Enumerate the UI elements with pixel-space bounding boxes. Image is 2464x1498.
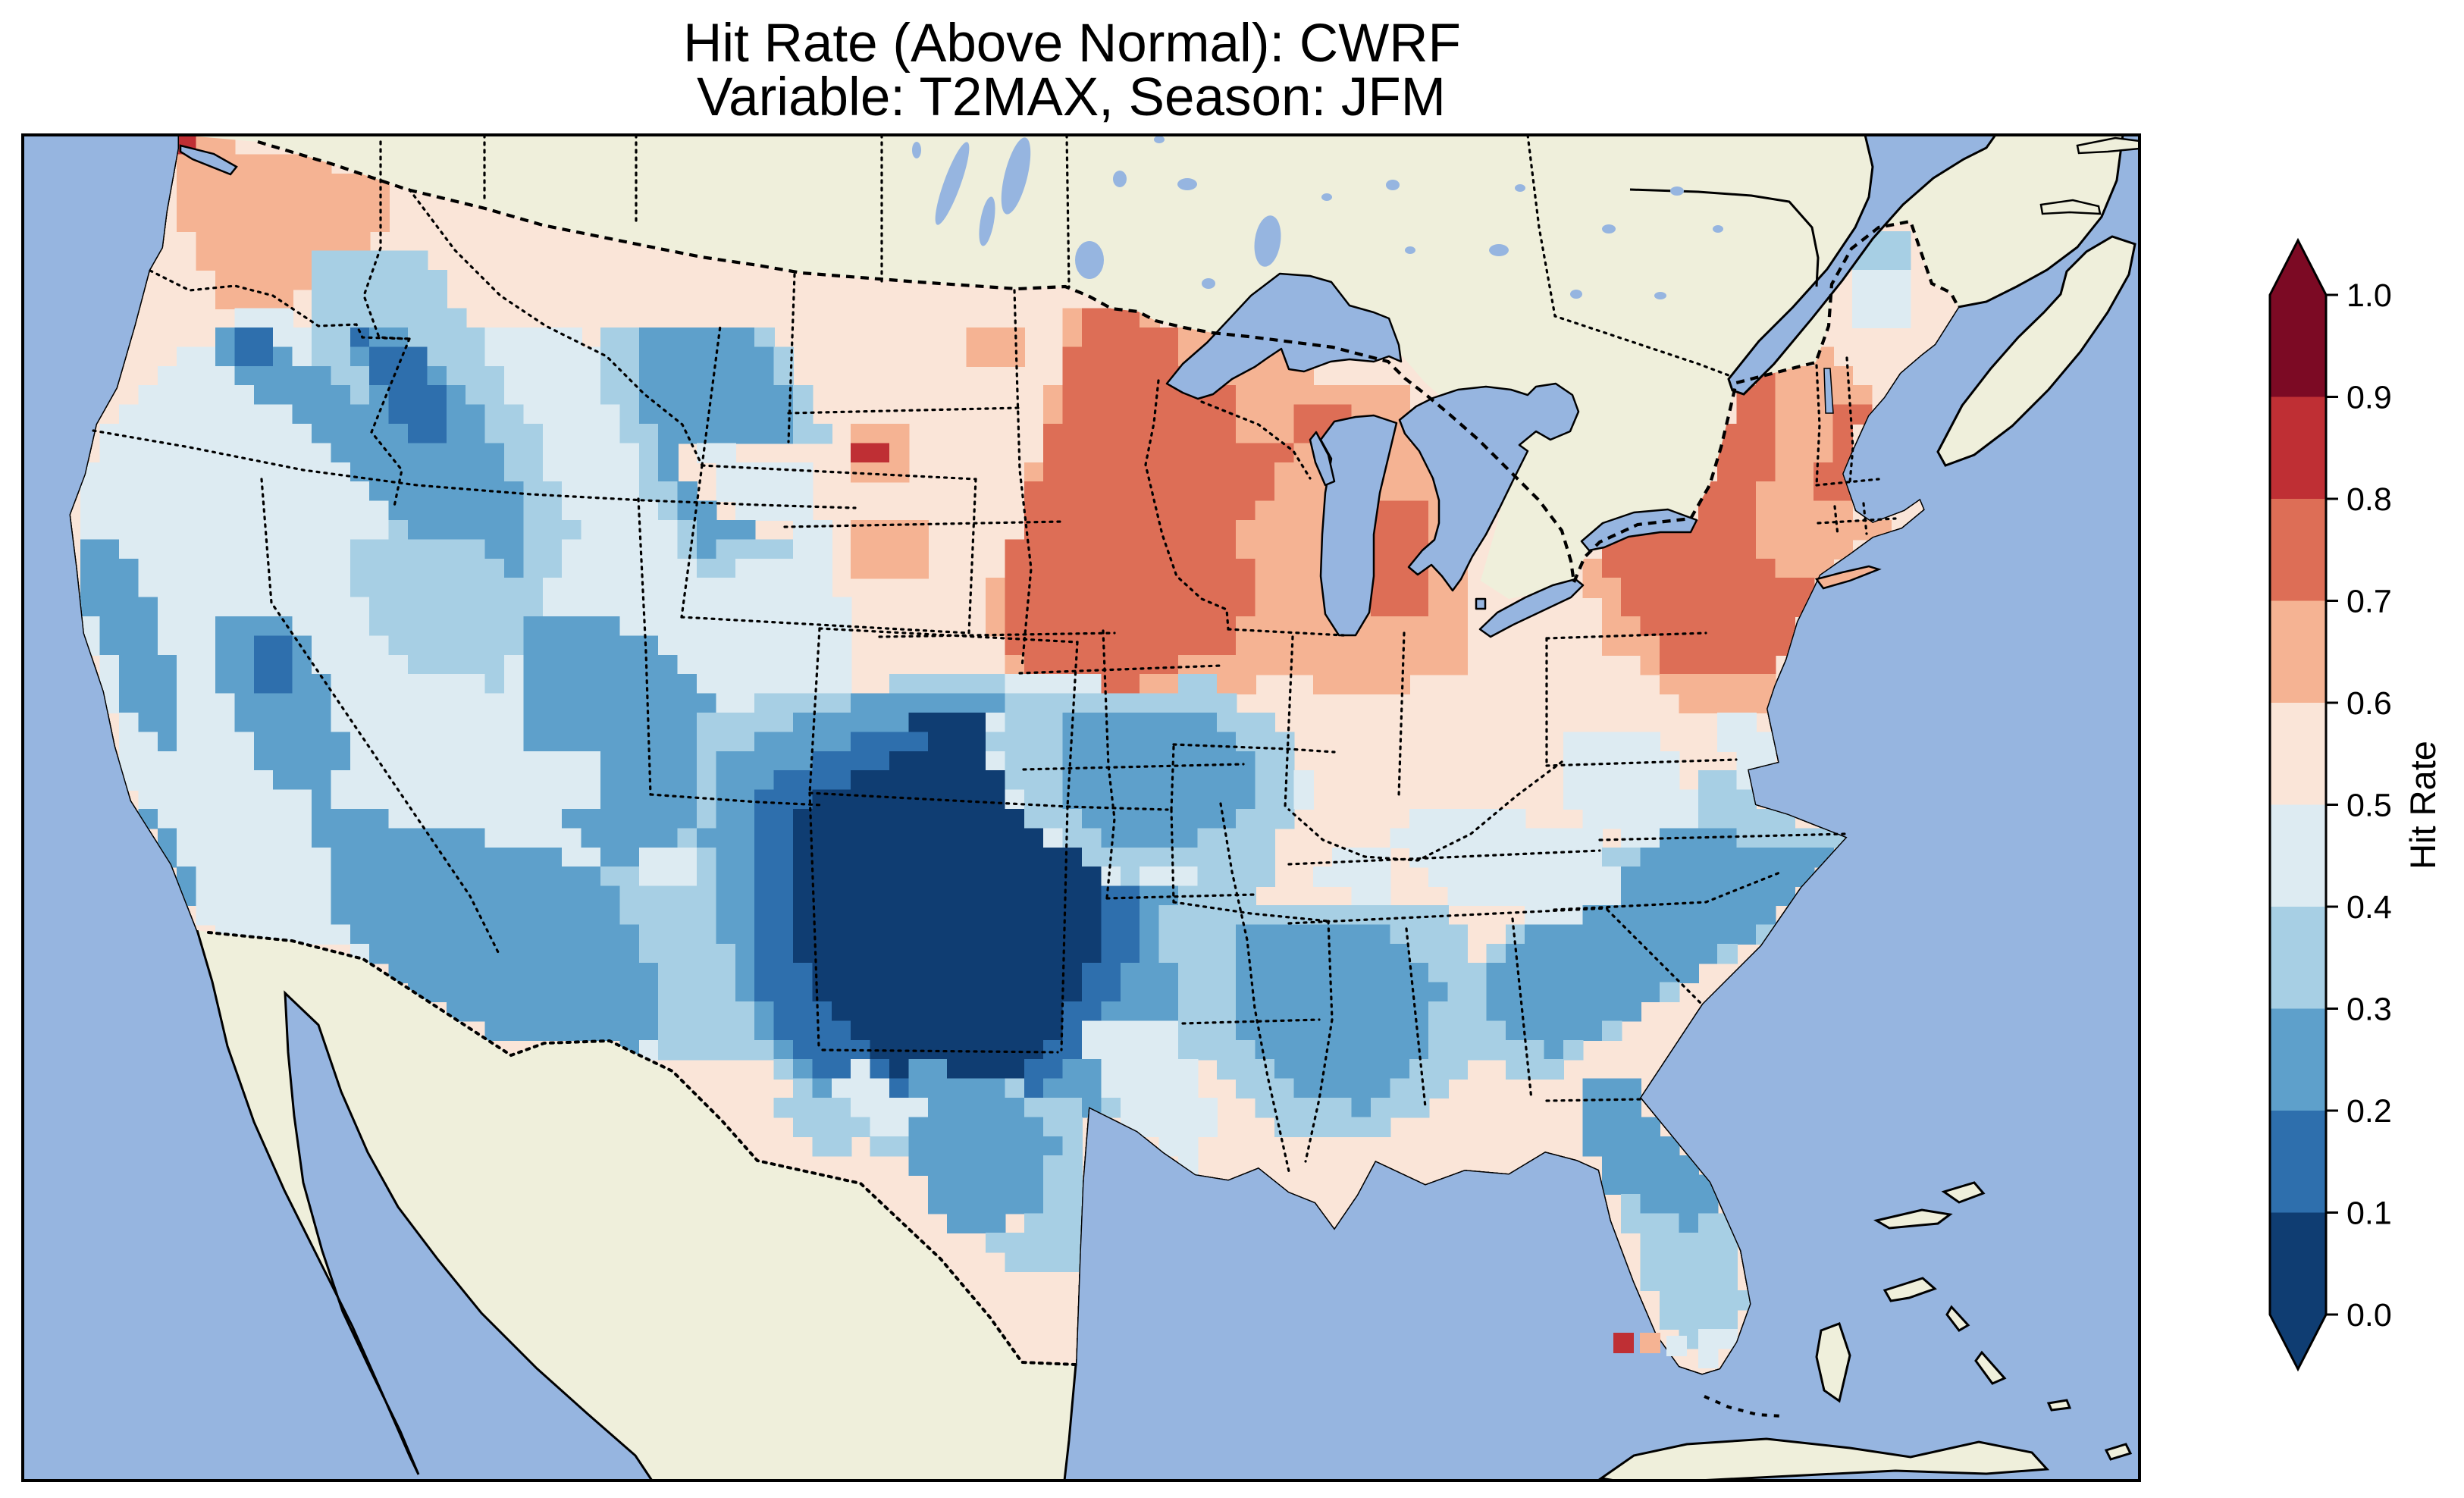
- svg-text:0.5: 0.5: [2346, 788, 2392, 824]
- svg-text:Hit Rate (Above Normal): CWRF: Hit Rate (Above Normal): CWRF: [683, 14, 1461, 74]
- svg-text:0.1: 0.1: [2346, 1196, 2392, 1232]
- svg-text:0.2: 0.2: [2346, 1093, 2392, 1130]
- svg-text:0.4: 0.4: [2346, 889, 2392, 926]
- svg-text:0.9: 0.9: [2346, 380, 2392, 416]
- svg-text:0.7: 0.7: [2346, 584, 2392, 620]
- svg-text:0.8: 0.8: [2346, 481, 2392, 518]
- svg-text:Hit Rate: Hit Rate: [2403, 741, 2443, 870]
- svg-text:0.6: 0.6: [2346, 685, 2392, 722]
- svg-text:1.0: 1.0: [2346, 277, 2392, 314]
- svg-text:0.3: 0.3: [2346, 992, 2392, 1028]
- svg-text:0.0: 0.0: [2346, 1297, 2392, 1333]
- svg-text:Variable: T2MAX, Season: JFM: Variable: T2MAX, Season: JFM: [697, 67, 1446, 127]
